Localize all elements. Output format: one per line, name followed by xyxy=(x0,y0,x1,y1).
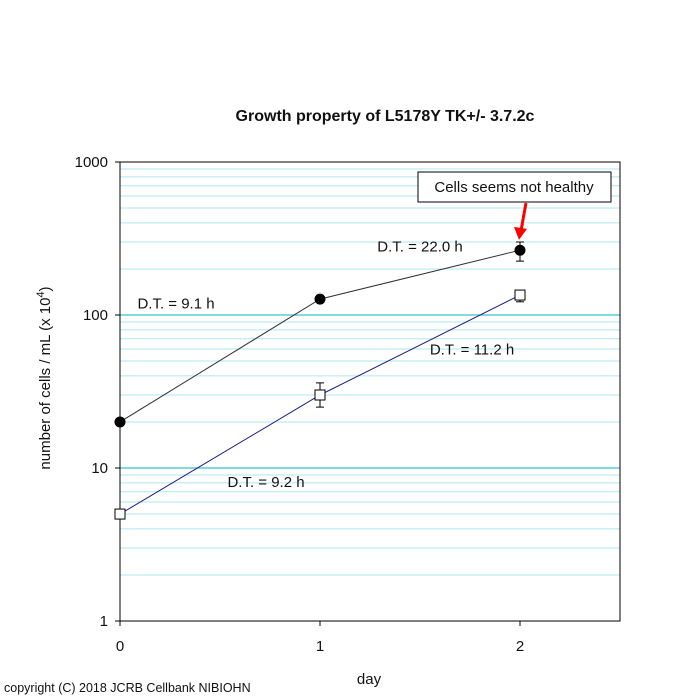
callout: Cells seems not healthy xyxy=(417,171,612,240)
doubling-time-label: D.T. = 22.0 h xyxy=(377,239,462,256)
y-tick-label: 10 xyxy=(91,460,108,477)
x-axis-ticks: 0 1 2 xyxy=(116,621,524,655)
x-tick-label: 0 xyxy=(116,638,124,655)
callout-arrow-shaft xyxy=(519,202,528,232)
data-point-filled-circle xyxy=(114,416,126,428)
y-axis-label: number of cells / mL (x 104) xyxy=(35,286,54,469)
callout-box xyxy=(417,171,612,203)
minor-gridlines xyxy=(120,168,620,576)
major-gridlines xyxy=(120,314,620,469)
y-axis-label-close: ) xyxy=(37,286,54,291)
y-axis-label-exponent: 4 xyxy=(35,291,47,297)
callout-text: Cells seems not healthy xyxy=(434,179,594,196)
x-tick-label: 1 xyxy=(316,638,324,655)
plot-area-frame xyxy=(119,161,621,622)
y-tick-label: 1000 xyxy=(75,154,108,171)
data-point-open-square xyxy=(514,289,526,301)
doubling-time-label: D.T. = 9.1 h xyxy=(137,296,214,313)
doubling-time-label: D.T. = 11.2 h xyxy=(430,342,514,359)
data-point-open-square xyxy=(314,389,326,401)
callout-arrow-head xyxy=(514,226,527,240)
x-axis-label: day xyxy=(357,671,382,688)
x-tick-label: 2 xyxy=(516,638,524,655)
data-point-open-square xyxy=(114,508,126,520)
data-point-filled-circle xyxy=(314,293,326,305)
y-tick-label: 100 xyxy=(83,307,108,324)
chart-title: Growth property of L5178Y TK+/- 3.7.2c xyxy=(236,108,535,125)
y-tick-label: 1 xyxy=(100,613,108,630)
series-layer xyxy=(114,241,526,520)
doubling-time-label: D.T. = 9.2 h xyxy=(227,474,304,491)
y-axis-ticks: 1 10 100 1000 xyxy=(75,154,120,630)
annotation-layer: D.T. = 9.1 h D.T. = 22.0 h D.T. = 11.2 h D.… xyxy=(137,239,514,492)
copyright-notice: copyright (C) 2018 JCRB Cellbank NIBIOHN xyxy=(4,681,251,695)
y-axis-label-main: number of cells / mL (x 10 xyxy=(37,298,54,470)
red-arrow-icon xyxy=(514,202,528,240)
data-point-filled-circle xyxy=(514,244,526,256)
